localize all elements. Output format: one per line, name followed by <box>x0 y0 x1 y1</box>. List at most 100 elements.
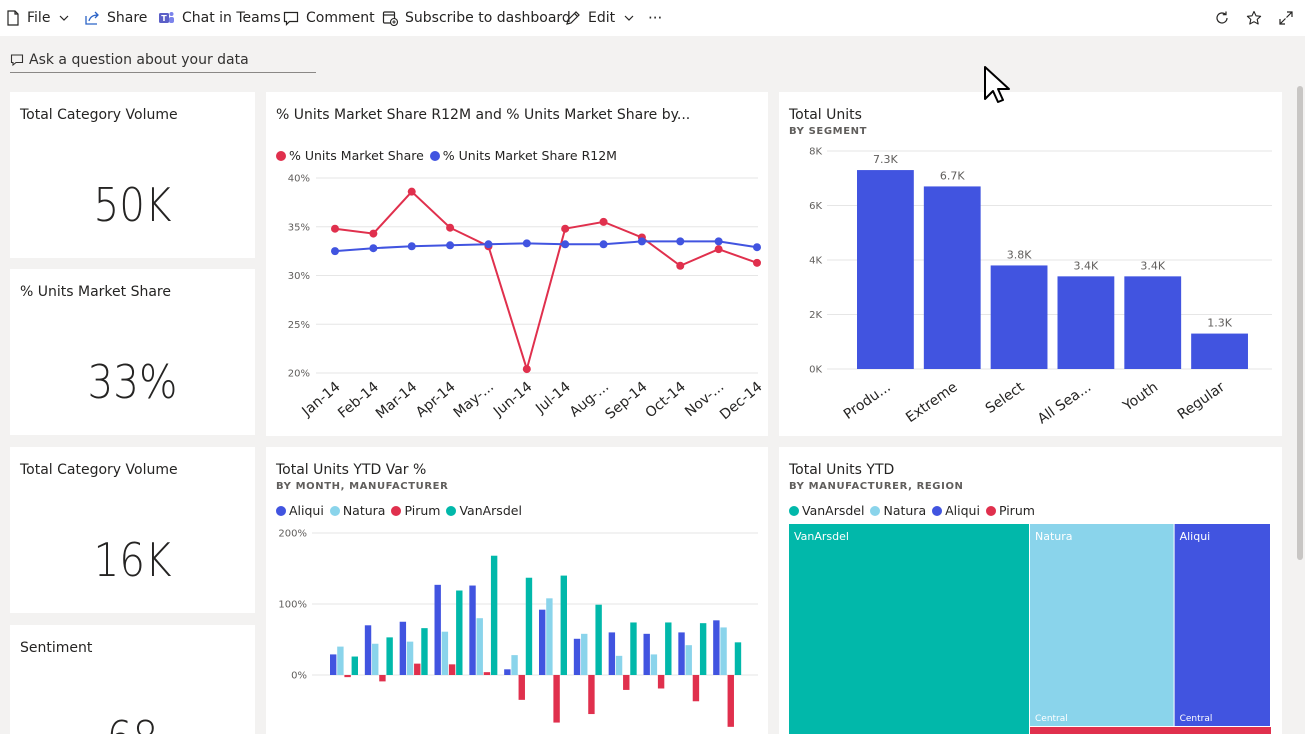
favorite-button[interactable] <box>1246 8 1262 28</box>
subscribe-button[interactable]: Subscribe to dashboard <box>382 8 571 28</box>
refresh-icon <box>1216 11 1228 24</box>
chevron-down-icon <box>624 15 634 21</box>
speech-bubble-icon <box>10 54 24 67</box>
comment-button[interactable]: Comment <box>283 8 375 28</box>
card-units-market-share[interactable]: % Units Market Share 33% <box>10 269 255 435</box>
column <box>421 628 428 675</box>
subscribe-icon <box>382 11 398 26</box>
bar-chart-tile[interactable]: Total Units BY SEGMENT 8K 6K 4K 2K 0K 7.3K Pro… <box>779 92 1282 436</box>
more-options-button[interactable]: ··· <box>648 8 662 28</box>
x-tick-label: Regular <box>1175 379 1228 423</box>
data-point <box>331 247 339 256</box>
fullscreen-button[interactable] <box>1278 8 1294 28</box>
more-icon: ··· <box>648 9 663 27</box>
card-value: 50K <box>93 178 172 232</box>
column <box>678 632 685 675</box>
column-chart-tile[interactable]: Total Units YTD Var % BY MONTH, MANUFACT… <box>266 447 768 734</box>
legend-label: Natura <box>883 503 927 518</box>
y-tick-label: 40% <box>288 174 310 185</box>
y-tick-label: 100% <box>278 600 307 611</box>
chart-title: Total Units YTD Var % <box>276 462 427 478</box>
legend-item: Aliqui <box>932 503 980 518</box>
column <box>399 621 407 675</box>
chat-in-teams-button[interactable]: T Chat in Teams <box>158 8 281 28</box>
column <box>581 633 588 675</box>
series-line <box>334 240 758 253</box>
chart-title: Total Units YTD <box>789 462 895 478</box>
x-tick-label: Feb-14 <box>335 379 382 422</box>
qa-input[interactable]: Ask a question about your data <box>10 48 316 73</box>
column-chart: 200% 100% 0% <box>278 529 758 727</box>
column <box>456 590 463 675</box>
column <box>386 637 393 675</box>
expand-icon <box>1279 11 1293 25</box>
legend-item: Natura <box>329 503 386 518</box>
subscribe-label: Subscribe to dashboard <box>405 10 571 26</box>
x-tick-label: Jul-14 <box>532 379 574 418</box>
file-label: File <box>27 10 51 26</box>
card-sentiment[interactable]: Sentiment 68 <box>10 625 255 734</box>
column <box>685 645 692 675</box>
legend-dot <box>276 150 286 161</box>
line-chart-tile[interactable]: % Units Market Share R12M and % Units Ma… <box>266 92 768 436</box>
data-point <box>369 244 378 253</box>
y-tick-label: 30% <box>288 271 310 282</box>
edit-menu[interactable]: Edit <box>565 8 634 28</box>
legend-dot <box>429 150 440 161</box>
legend-label: Natura <box>342 503 386 518</box>
x-tick-label: Youth <box>1119 379 1161 415</box>
x-tick-label: Jun-14 <box>490 379 535 421</box>
legend-dot <box>985 505 996 516</box>
y-tick-label: 25% <box>288 320 310 331</box>
treemap-tile[interactable]: Total Units YTD BY MANUFACTURER, REGION … <box>779 447 1282 734</box>
share-label: Share <box>107 10 148 26</box>
y-tick-label: 35% <box>288 222 310 233</box>
chart-title: Total Units <box>789 107 862 123</box>
data-point <box>753 243 761 252</box>
legend-label: % Units Market Share R12M <box>442 148 617 163</box>
legend-label: Aliqui <box>945 503 980 518</box>
column <box>692 675 700 702</box>
column <box>504 669 511 675</box>
bar <box>923 186 981 369</box>
share-button[interactable]: Share <box>84 8 147 28</box>
data-point <box>522 365 531 374</box>
data-point <box>714 245 723 254</box>
card-total-category-volume-2[interactable]: Total Category Volume 16K <box>10 447 255 613</box>
legend-item: % Units Market Share R12M <box>429 148 617 163</box>
data-label: 3.4K <box>1140 259 1165 272</box>
data-point <box>561 224 570 233</box>
column <box>573 638 581 675</box>
legend-dot <box>446 505 457 516</box>
chart-title: % Units Market Share R12M and % Units Ma… <box>276 107 691 123</box>
data-point <box>522 239 531 248</box>
data-point <box>599 240 608 249</box>
card-total-category-volume[interactable]: Total Category Volume 50K <box>10 92 255 258</box>
data-point <box>331 224 339 233</box>
column <box>595 604 602 675</box>
card-value: 33% <box>87 355 178 409</box>
treemap-cell <box>789 524 1029 734</box>
line-chart: 40% 35% 30% 25% 20%Jan-14Feb-14Mar-14Apr-14M… <box>288 174 766 424</box>
file-menu[interactable]: File <box>6 8 69 28</box>
x-tick-label: Oct-14 <box>642 379 688 422</box>
column <box>657 675 665 689</box>
treemap-region-label: Central <box>1035 714 1068 724</box>
edit-label: Edit <box>588 10 616 26</box>
refresh-button[interactable] <box>1214 8 1230 28</box>
column <box>351 656 358 675</box>
pencil-icon <box>566 11 580 25</box>
data-point <box>446 241 455 250</box>
legend-dot <box>932 505 943 516</box>
data-point <box>484 240 493 249</box>
legend-label: VanArsdel <box>459 503 522 518</box>
qa-label: Ask a question about your data <box>29 52 249 68</box>
treemap-chart: VanArsdel Natura Central Aliqui Central <box>789 524 1271 734</box>
column <box>511 655 518 675</box>
column <box>643 633 650 675</box>
vertical-scrollbar[interactable] <box>1297 86 1303 560</box>
column <box>630 622 637 675</box>
column <box>448 664 456 675</box>
column <box>379 675 386 682</box>
column <box>608 632 616 675</box>
